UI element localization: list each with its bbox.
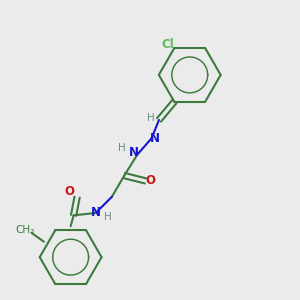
Text: N: N [91, 206, 101, 219]
Text: O: O [65, 185, 75, 198]
Text: N: N [129, 146, 139, 159]
Text: H: H [118, 143, 126, 153]
Text: Cl: Cl [161, 38, 174, 51]
Text: O: O [146, 174, 156, 188]
Text: H: H [147, 112, 154, 123]
Text: N: N [150, 132, 160, 145]
Text: H: H [104, 212, 112, 222]
Text: CH₃: CH₃ [15, 225, 35, 235]
